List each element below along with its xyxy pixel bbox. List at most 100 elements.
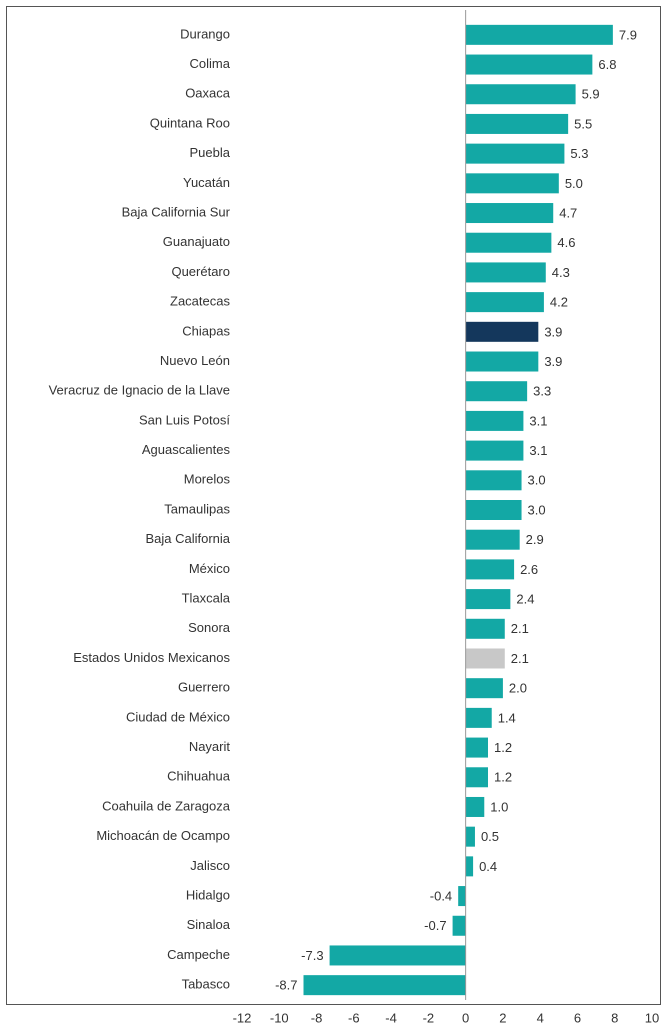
value-label: 2.9 bbox=[526, 532, 544, 547]
bar bbox=[465, 54, 593, 75]
category-label: Durango bbox=[180, 26, 230, 41]
bar bbox=[465, 381, 528, 402]
bar bbox=[452, 915, 466, 936]
value-label: 3.1 bbox=[529, 413, 547, 428]
value-label: 2.6 bbox=[520, 562, 538, 577]
value-label: 3.3 bbox=[533, 384, 551, 399]
x-tick-label: -6 bbox=[348, 1010, 360, 1025]
category-label: Oaxaca bbox=[185, 86, 231, 101]
category-label: Tabasco bbox=[182, 977, 230, 992]
category-label: Colima bbox=[190, 56, 231, 71]
category-label: Guerrero bbox=[178, 680, 230, 695]
bar bbox=[465, 856, 474, 877]
x-tick-label: 2 bbox=[499, 1010, 506, 1025]
bar bbox=[465, 292, 544, 313]
category-label: Tlaxcala bbox=[182, 591, 231, 606]
category-label: Michoacán de Ocampo bbox=[96, 828, 230, 843]
category-label: Baja California bbox=[145, 531, 230, 546]
x-tick-label: 0 bbox=[462, 1010, 469, 1025]
value-label: 3.9 bbox=[544, 324, 562, 339]
category-label: Nayarit bbox=[189, 739, 231, 754]
category-label: Baja California Sur bbox=[122, 204, 231, 219]
value-label: 2.1 bbox=[511, 651, 529, 666]
bar bbox=[465, 143, 565, 164]
bar bbox=[465, 321, 539, 342]
bar bbox=[465, 529, 520, 550]
bar bbox=[465, 589, 511, 610]
x-tick-label: 4 bbox=[537, 1010, 544, 1025]
value-label: 3.1 bbox=[529, 443, 547, 458]
x-tick-label: 6 bbox=[574, 1010, 581, 1025]
category-label: Morelos bbox=[184, 472, 231, 487]
category-label: Estados Unidos Mexicanos bbox=[73, 650, 230, 665]
bar bbox=[329, 945, 466, 966]
value-label: 2.1 bbox=[511, 621, 529, 636]
category-label: Hidalgo bbox=[186, 887, 230, 902]
chart-frame bbox=[6, 6, 661, 1005]
category-label: Quintana Roo bbox=[150, 115, 230, 130]
category-label: Querétaro bbox=[171, 264, 230, 279]
bar bbox=[458, 886, 466, 907]
x-tick-label: -2 bbox=[423, 1010, 435, 1025]
value-label: -8.7 bbox=[275, 978, 297, 993]
value-label: 6.8 bbox=[598, 57, 616, 72]
category-label: Zacatecas bbox=[170, 294, 230, 309]
value-label: 0.5 bbox=[481, 829, 499, 844]
x-tick-label: 8 bbox=[611, 1010, 618, 1025]
bar bbox=[465, 826, 475, 847]
value-label: 5.0 bbox=[565, 176, 583, 191]
value-label: 2.4 bbox=[516, 592, 534, 607]
value-label: 5.5 bbox=[574, 116, 592, 131]
category-label: Chiapas bbox=[182, 323, 230, 338]
bar bbox=[465, 84, 576, 105]
value-label: 5.3 bbox=[570, 146, 588, 161]
bar bbox=[465, 618, 505, 639]
category-label: Campeche bbox=[167, 947, 230, 962]
category-label: México bbox=[189, 561, 230, 576]
category-label: Ciudad de México bbox=[126, 709, 230, 724]
bar bbox=[465, 559, 515, 580]
value-label: 3.0 bbox=[528, 473, 546, 488]
category-label: Nuevo León bbox=[160, 353, 230, 368]
bar bbox=[465, 648, 505, 669]
bar bbox=[465, 113, 569, 134]
value-label: 3.0 bbox=[528, 502, 546, 517]
value-label: -0.4 bbox=[430, 888, 452, 903]
category-label: Guanajuato bbox=[163, 234, 230, 249]
value-label: 4.7 bbox=[559, 205, 577, 220]
value-label: 5.9 bbox=[582, 87, 600, 102]
value-label: 4.3 bbox=[552, 265, 570, 280]
bar bbox=[465, 24, 613, 45]
value-label: -0.7 bbox=[424, 918, 446, 933]
bar bbox=[465, 500, 522, 520]
value-label: 4.6 bbox=[557, 235, 575, 250]
category-label: Puebla bbox=[190, 145, 231, 160]
category-label: San Luis Potosí bbox=[139, 412, 230, 427]
bar bbox=[465, 767, 488, 788]
bar bbox=[465, 410, 524, 431]
value-label: 7.9 bbox=[619, 27, 637, 42]
bar bbox=[465, 173, 559, 194]
value-label: 0.4 bbox=[479, 859, 497, 874]
category-label: Sinaloa bbox=[187, 917, 231, 932]
bar bbox=[465, 232, 552, 253]
bar bbox=[465, 737, 488, 758]
value-label: -7.3 bbox=[301, 948, 323, 963]
value-label: 1.4 bbox=[498, 710, 516, 725]
bar bbox=[465, 707, 492, 728]
bar bbox=[465, 678, 503, 699]
value-label: 1.0 bbox=[490, 799, 508, 814]
category-label: Aguascalientes bbox=[142, 442, 231, 457]
x-tick-label: -12 bbox=[233, 1010, 252, 1025]
category-label: Tamaulipas bbox=[164, 501, 230, 516]
bar bbox=[465, 470, 522, 491]
bar bbox=[465, 440, 524, 461]
value-label: 3.9 bbox=[544, 354, 562, 369]
x-tick-label: -8 bbox=[311, 1010, 323, 1025]
bar bbox=[465, 203, 554, 224]
bar bbox=[465, 262, 546, 283]
category-label: Yucatán bbox=[183, 175, 230, 190]
bar bbox=[303, 975, 466, 996]
bar bbox=[465, 796, 485, 817]
